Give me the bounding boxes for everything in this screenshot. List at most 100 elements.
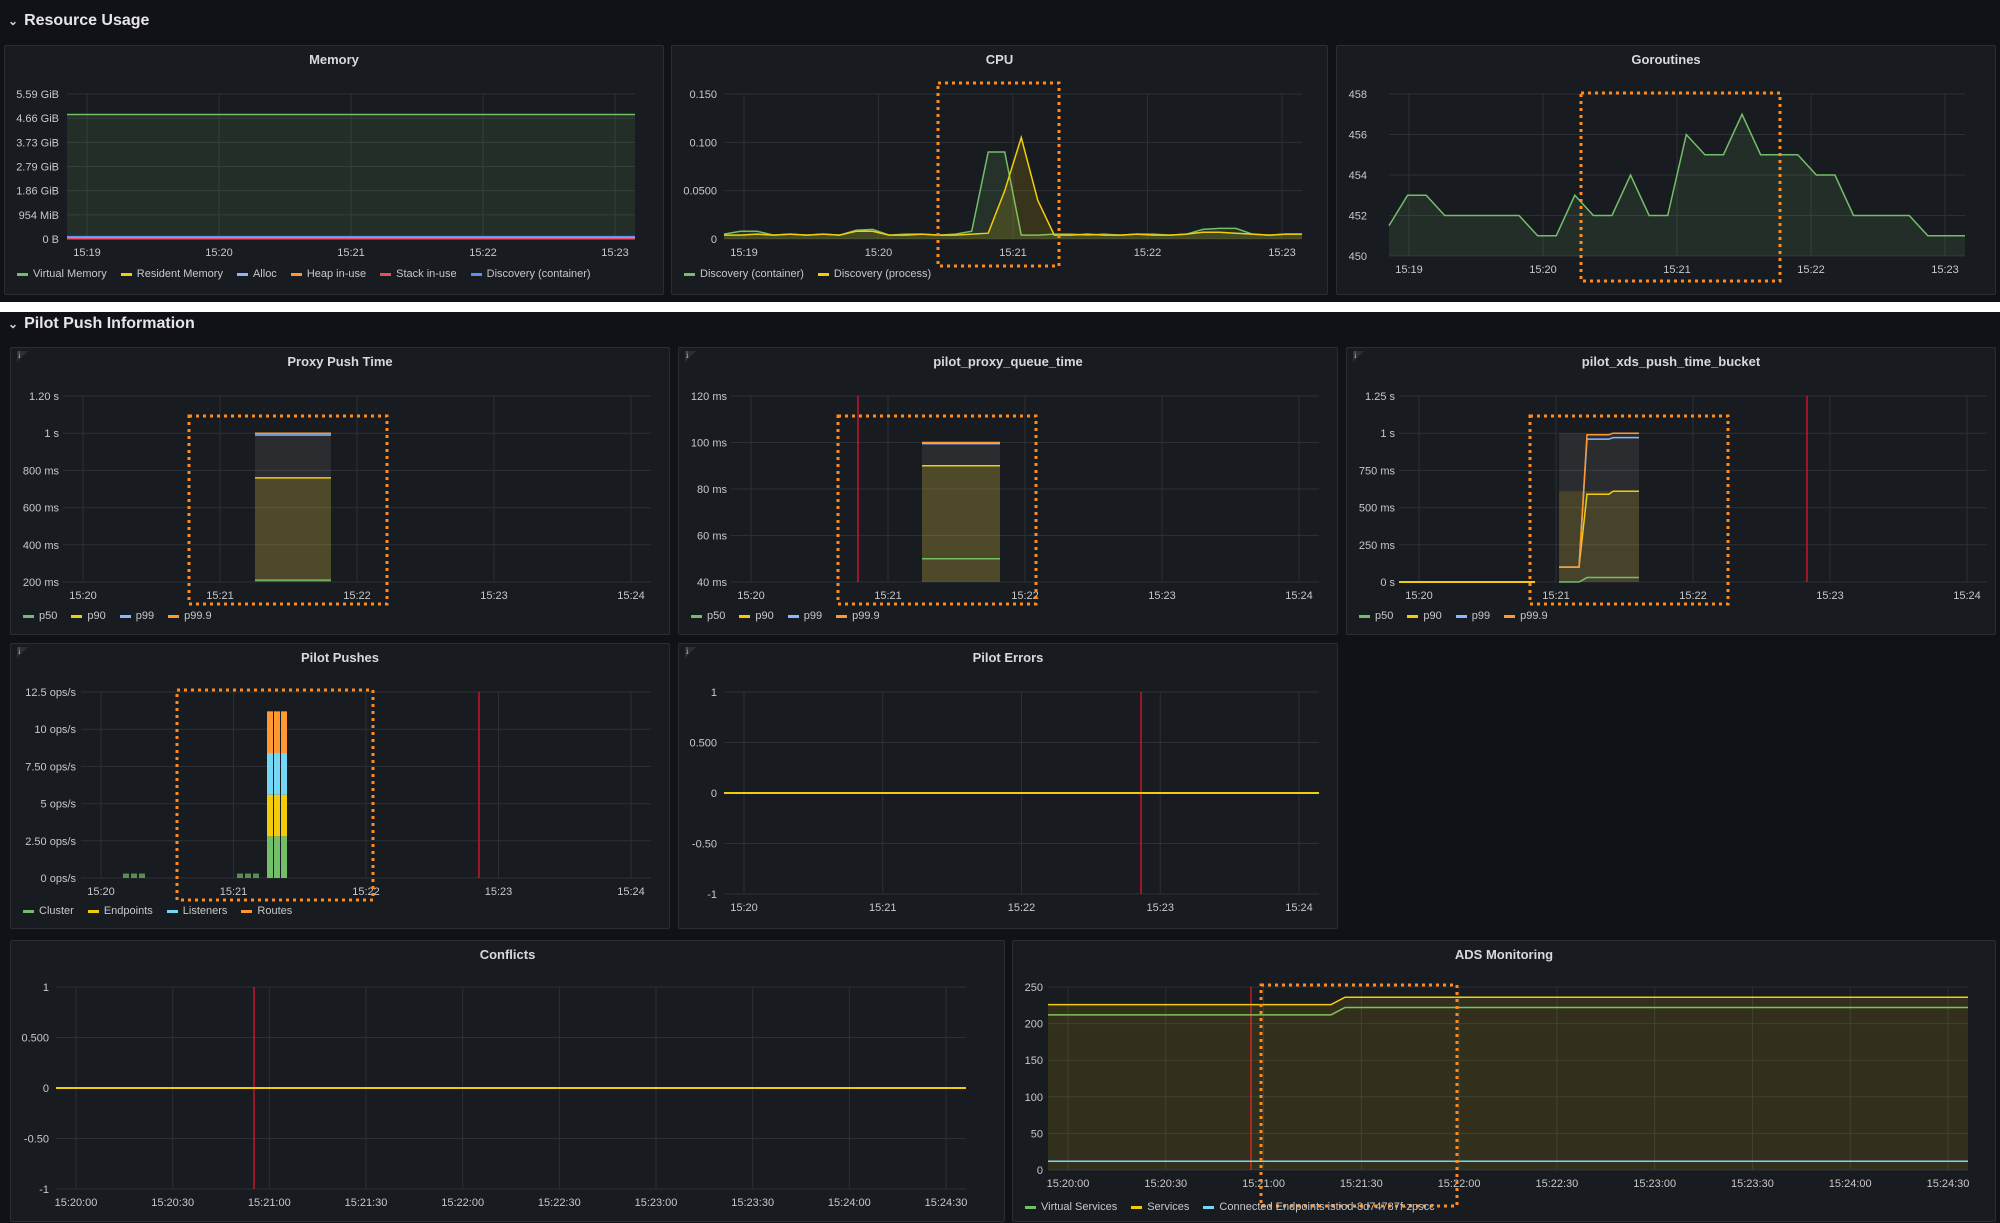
x-tick-label: 15:24 — [1285, 902, 1313, 914]
y-tick-label: 200 ms — [23, 577, 60, 589]
legend-item[interactable]: Virtual Services — [1025, 1201, 1117, 1213]
area-fill — [67, 114, 635, 239]
y-tick-label: 10 ops/s — [34, 724, 76, 736]
legend-item[interactable]: p50 — [1359, 610, 1393, 622]
series-line — [1559, 432, 1639, 568]
y-tick-label: 0.100 — [689, 137, 717, 149]
legend-item[interactable]: p99 — [119, 610, 154, 622]
y-tick-label: 200 — [1025, 1019, 1043, 1031]
info-icon[interactable]: i — [17, 350, 28, 362]
legend-item[interactable]: p90 — [71, 610, 106, 622]
panel-pilot-xds-push-time-bucket[interactable]: i pilot_xds_push_time_bucket 1.25 s 1 s 75… — [1346, 347, 1996, 635]
legend-item[interactable]: p99 — [1455, 610, 1490, 622]
x-tick-label: 15:22 — [469, 247, 497, 259]
legend-item[interactable]: p99.9 — [836, 610, 880, 622]
series-line — [1048, 1006, 1968, 1016]
y-tick-label: 0 — [711, 788, 717, 800]
x-tick-label: 15:21:30 — [1340, 1178, 1383, 1190]
y-tick-label: 0.500 — [21, 1033, 49, 1045]
legend-item[interactable]: Discovery (process) — [817, 268, 931, 280]
y-tick-label: 50 — [1031, 1128, 1043, 1140]
bar-segment — [274, 753, 280, 795]
bar-segment — [274, 794, 280, 837]
legend-item[interactable]: Virtual Memory — [17, 268, 107, 280]
y-tick-label: 7.50 ops/s — [25, 761, 76, 773]
y-tick-label: 0 s — [1380, 577, 1395, 589]
legend-item[interactable]: Listeners — [166, 905, 227, 917]
legend-item[interactable]: p50 — [691, 610, 725, 622]
panel-pilot-proxy-queue-time[interactable]: i pilot_proxy_queue_time 120 ms 100 ms 80 … — [678, 347, 1338, 635]
panel-proxy-push-time[interactable]: i Proxy Push Time 1.20 s 1 s 800 ms 600 ms 4… — [10, 347, 670, 635]
legend: p50 p90 p99 p99.9 — [23, 610, 212, 622]
x-tick-label: 15:20:30 — [151, 1197, 194, 1209]
ads-monitoring-chart: 250 200 150 100 50 0 15:20:00 15:20:30 15:21:00 1… — [1025, 982, 1969, 1208]
panel-pilot-errors[interactable]: i Pilot Errors 1 0.500 0 -0.50 -1 15:20 15:21 1… — [678, 643, 1338, 929]
y-tick-label: 5 ops/s — [41, 799, 77, 811]
panel-ads-monitoring[interactable]: ADS Monitoring 250 200 150 100 50 0 15:20:00 15… — [1012, 940, 1996, 1222]
x-tick-label: 15:22 — [343, 590, 371, 602]
x-tick-label: 15:23 — [601, 247, 629, 259]
panel-goroutines[interactable]: Goroutines 458 456 454 452 450 15:19 15:20 15:2… — [1336, 45, 1996, 295]
legend-item[interactable]: Stack in-use — [380, 268, 457, 280]
panel-title: ADS Monitoring — [1454, 947, 1554, 962]
x-tick-label: 15:23 — [485, 886, 513, 898]
row-resource-usage[interactable]: ⌄ Resource Usage — [8, 12, 149, 30]
legend-item[interactable]: Alloc — [236, 268, 277, 280]
band — [1559, 491, 1639, 582]
legend: Virtual Services Services Connected Endp… — [1025, 1201, 1435, 1213]
info-icon[interactable]: i — [685, 646, 696, 658]
legend-item[interactable]: Discovery (container) — [470, 268, 591, 280]
panel-conflicts[interactable]: Conflicts 1 0.500 0 -0.50 -1 15:20:00 15:20:30… — [10, 940, 1005, 1222]
legend-item[interactable]: p99.9 — [1504, 610, 1548, 622]
legend-item[interactable]: Services — [1131, 1201, 1189, 1213]
pilot-proxy-queue-time-chart: 120 ms 100 ms 80 ms 60 ms 40 ms 15:20 15:21 15:… — [691, 391, 1319, 606]
legend-item[interactable]: p90 — [1407, 610, 1442, 622]
y-tick-label: 458 — [1349, 89, 1367, 101]
bar-segment — [237, 873, 243, 878]
legend-item[interactable]: Endpoints — [87, 905, 153, 917]
y-tick-label: 3.73 GiB — [16, 137, 59, 149]
pilot-pushes-chart: 12.5 ops/s 10 ops/s 7.50 ops/s 5 ops/s 2.50 … — [25, 687, 651, 902]
row-pilot-push[interactable]: ⌄ Pilot Push Information — [8, 315, 195, 333]
bar-segment — [281, 753, 287, 795]
panel-pilot-pushes[interactable]: i Pilot Pushes 12.5 ops/s 10 ops/s 7.50 op… — [10, 643, 670, 929]
bar-segment — [253, 873, 259, 878]
x-tick-label: 15:22 — [1134, 247, 1162, 259]
info-icon[interactable]: i — [17, 646, 28, 658]
y-tick-label: 0 ops/s — [41, 873, 77, 885]
x-tick-label: 15:21:30 — [345, 1197, 388, 1209]
y-tick-label: -0.50 — [692, 839, 717, 851]
x-tick-label: 15:23 — [480, 590, 508, 602]
x-tick-label: 15:22 — [1797, 264, 1825, 276]
legend-item[interactable]: Connected Endpoints istiod-8d74787f-zpsc… — [1203, 1201, 1435, 1213]
y-tick-label: 954 MiB — [19, 210, 59, 222]
legend-item[interactable]: Resident Memory — [120, 268, 223, 280]
legend-item[interactable]: p99.9 — [168, 610, 212, 622]
x-tick-label: 15:19 — [1395, 264, 1423, 276]
x-tick-label: 15:20 — [730, 902, 758, 914]
band — [255, 433, 331, 582]
x-tick-label: 15:23:00 — [635, 1197, 678, 1209]
panel-title: CPU — [985, 52, 1014, 67]
legend-item[interactable]: Heap in-use — [290, 268, 366, 280]
legend-item[interactable]: p50 — [23, 610, 57, 622]
panel-cpu[interactable]: CPU 0.150 0.100 0.0500 0 15:19 15:20 15:21 15:2… — [671, 45, 1328, 295]
info-icon[interactable]: i — [685, 350, 696, 362]
x-tick-label: 15:20 — [1405, 590, 1433, 602]
bar-segment — [267, 794, 273, 837]
info-icon[interactable]: i — [1353, 350, 1364, 362]
legend-item[interactable]: Cluster — [23, 905, 74, 917]
legend-item[interactable]: p90 — [739, 610, 774, 622]
x-tick-label: 15:23:00 — [1633, 1178, 1676, 1190]
bar-segment — [281, 711, 287, 754]
x-tick-label: 15:22:30 — [538, 1197, 581, 1209]
panel-title: Conflicts — [479, 947, 536, 962]
x-tick-label: 15:23 — [1268, 247, 1296, 259]
legend-item[interactable]: p99 — [787, 610, 822, 622]
x-tick-label: 15:22:00 — [1438, 1178, 1481, 1190]
legend-item[interactable]: Routes — [241, 905, 292, 917]
panel-title: pilot_xds_push_time_bucket — [1581, 354, 1761, 369]
legend-item[interactable]: Discovery (container) — [684, 268, 804, 280]
x-tick-label: 15:23:30 — [1731, 1178, 1774, 1190]
panel-memory[interactable]: Memory 5.59 GiB 4.66 GiB 3.73 GiB 2.79 GiB 1… — [4, 45, 664, 295]
